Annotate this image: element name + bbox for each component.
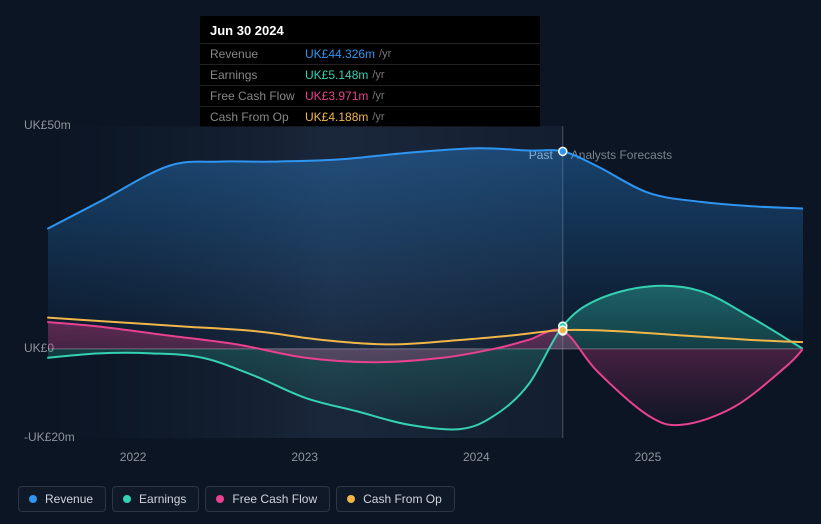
chart-tooltip: Jun 30 2024 Revenue UK£44.326m /yr Earni… xyxy=(200,16,540,127)
tooltip-unit: /yr xyxy=(372,112,384,123)
legend-label: Cash From Op xyxy=(363,492,442,506)
tooltip-value: UK£5.148m xyxy=(305,69,368,81)
x-axis-tick: 2024 xyxy=(463,450,490,464)
tooltip-unit: /yr xyxy=(372,91,384,102)
tooltip-unit: /yr xyxy=(372,70,384,81)
x-axis-tick: 2023 xyxy=(291,450,318,464)
tooltip-value: UK£3.971m xyxy=(305,90,368,102)
legend-item-free_cash_flow[interactable]: Free Cash Flow xyxy=(205,486,330,512)
tooltip-label: Earnings xyxy=(210,69,305,81)
legend-label: Free Cash Flow xyxy=(232,492,317,506)
tooltip-value: UK£4.188m xyxy=(305,111,368,123)
legend-dot-icon xyxy=(347,495,355,503)
tooltip-row: Earnings UK£5.148m /yr xyxy=(200,64,540,85)
tooltip-label: Revenue xyxy=(210,48,305,60)
legend-label: Earnings xyxy=(139,492,186,506)
tooltip-date: Jun 30 2024 xyxy=(200,16,540,43)
x-axis-tick: 2025 xyxy=(635,450,662,464)
legend: Revenue Earnings Free Cash Flow Cash From O… xyxy=(18,486,455,512)
legend-dot-icon xyxy=(123,495,131,503)
tooltip-value: UK£44.326m xyxy=(305,48,375,60)
legend-item-earnings[interactable]: Earnings xyxy=(112,486,199,512)
legend-item-revenue[interactable]: Revenue xyxy=(18,486,106,512)
tooltip-row: Revenue UK£44.326m /yr xyxy=(200,43,540,64)
series-marker-cash_from_op xyxy=(559,326,567,334)
tooltip-row: Cash From Op UK£4.188m /yr xyxy=(200,106,540,127)
tooltip-label: Free Cash Flow xyxy=(210,90,305,102)
legend-dot-icon xyxy=(29,495,37,503)
tooltip-label: Cash From Op xyxy=(210,111,305,123)
x-axis-tick: 2022 xyxy=(120,450,147,464)
series-marker-revenue xyxy=(559,147,567,155)
legend-item-cash_from_op[interactable]: Cash From Op xyxy=(336,486,455,512)
legend-label: Revenue xyxy=(45,492,93,506)
tooltip-unit: /yr xyxy=(379,49,391,60)
chart-area[interactable] xyxy=(18,126,803,438)
legend-dot-icon xyxy=(216,495,224,503)
tooltip-row: Free Cash Flow UK£3.971m /yr xyxy=(200,85,540,106)
